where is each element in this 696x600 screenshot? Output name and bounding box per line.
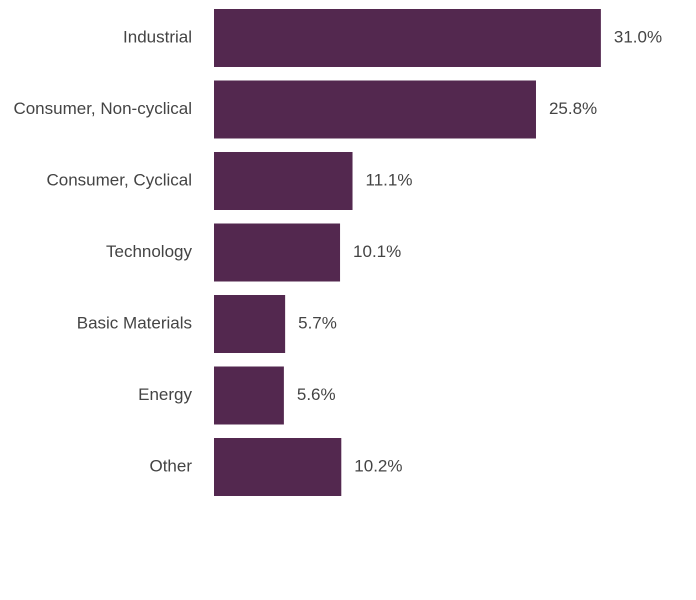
bar — [214, 223, 341, 282]
value-label: 5.7% — [298, 313, 337, 332]
category-label: Consumer, Cyclical — [47, 170, 193, 189]
value-label: 5.6% — [297, 385, 336, 404]
category-label: Basic Materials — [77, 313, 192, 332]
bar — [214, 438, 342, 496]
bar — [214, 80, 536, 139]
category-label: Energy — [138, 385, 192, 404]
bar — [214, 295, 286, 353]
value-label: 10.1% — [353, 242, 401, 261]
bar — [214, 366, 284, 425]
value-label: 25.8% — [549, 99, 597, 118]
category-label: Industrial — [123, 27, 192, 46]
category-label: Other — [149, 456, 192, 475]
category-label: Technology — [106, 242, 193, 261]
value-label: 11.1% — [366, 170, 413, 189]
value-label: 31.0% — [614, 27, 662, 46]
value-label: 10.2% — [354, 456, 402, 475]
bar — [214, 9, 601, 67]
bar — [214, 152, 353, 210]
category-label: Consumer, Non-cyclical — [13, 99, 192, 118]
